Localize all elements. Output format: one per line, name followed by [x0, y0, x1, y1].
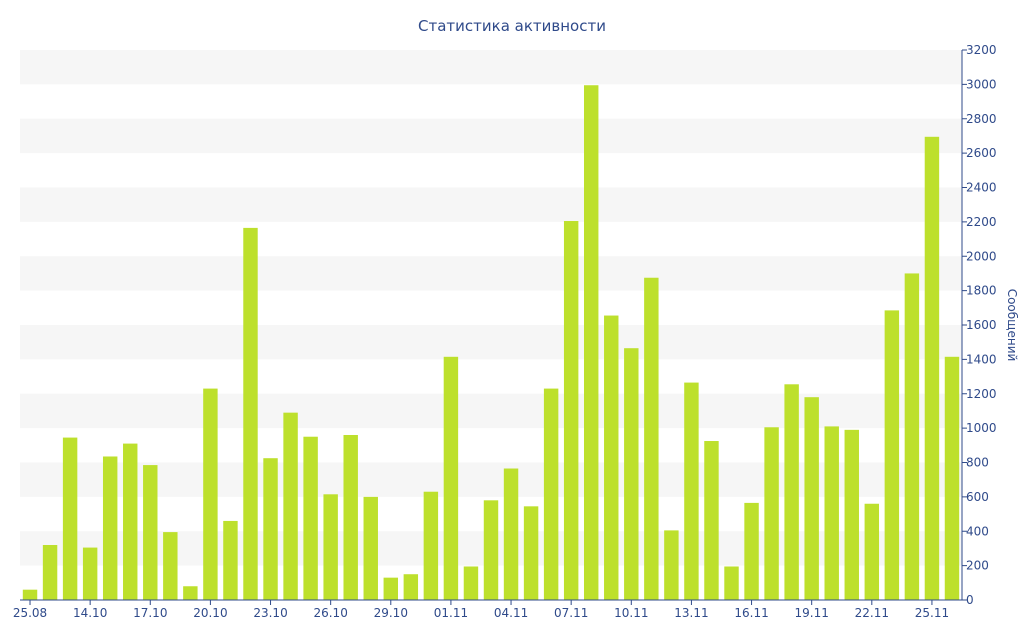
bar: [724, 566, 739, 600]
bar: [684, 382, 699, 600]
bar: [884, 310, 900, 600]
x-tick-label: 17.10: [133, 606, 167, 620]
y-tick-label: 1800: [966, 284, 997, 298]
chart-title: Статистика активности: [418, 17, 606, 35]
y-tick-label: 600: [966, 490, 989, 504]
bar: [924, 136, 940, 600]
y-tick-label: 2600: [966, 146, 997, 160]
bar: [744, 502, 759, 600]
bar: [583, 85, 599, 600]
bar: [543, 388, 559, 600]
x-tick-label: 04.11: [494, 606, 528, 620]
bar: [343, 435, 358, 600]
bar: [904, 273, 920, 600]
bar: [644, 277, 659, 600]
x-tick-label: 25.11: [915, 606, 949, 620]
grid-band: [20, 256, 962, 291]
y-tick-label: 1600: [966, 318, 997, 332]
y-tick-label: 0: [966, 593, 974, 607]
y-tick-label: 2000: [966, 249, 997, 263]
x-tick-label: 26.10: [313, 606, 347, 620]
x-tick-label: 29.10: [374, 606, 408, 620]
y-tick-label: 400: [966, 524, 989, 538]
bar: [283, 412, 298, 600]
grid-band: [20, 118, 962, 154]
bar: [423, 491, 439, 600]
y-tick-label: 200: [966, 559, 989, 573]
bar: [604, 315, 619, 600]
bar: [62, 437, 78, 600]
y-tick-label: 2800: [966, 112, 997, 126]
bar: [443, 356, 459, 600]
x-tick-label: 14.10: [73, 606, 107, 620]
grid-band: [20, 393, 962, 429]
bar: [704, 441, 719, 600]
bar: [223, 520, 238, 600]
bar: [183, 586, 198, 600]
bar: [42, 545, 58, 600]
bar: [864, 503, 880, 600]
y-tick-label: 3200: [966, 43, 997, 57]
bar: [102, 456, 118, 600]
bar: [203, 388, 218, 600]
bar: [664, 530, 679, 600]
x-tick-label: 19.11: [795, 606, 829, 620]
bar: [383, 577, 399, 600]
y-tick-label: 1200: [966, 387, 997, 401]
x-tick-label: 10.11: [614, 606, 648, 620]
x-tick-label: 22.11: [855, 606, 889, 620]
bar: [143, 465, 158, 600]
y-tick-label: 2400: [966, 181, 997, 195]
bar: [263, 458, 278, 600]
grid-band: [20, 50, 962, 85]
axes: 0 200 400 600 800 1000 1200 1400 1600 1800 2000 220…: [13, 43, 997, 620]
bar: [764, 427, 779, 600]
x-tick-label: 25.08: [13, 606, 47, 620]
bar: [844, 429, 859, 600]
y-tick-label: 3000: [966, 77, 997, 91]
bar-series: [22, 85, 960, 600]
bar: [323, 494, 338, 600]
bar: [163, 532, 178, 600]
bar: [824, 426, 839, 600]
bar: [82, 547, 98, 600]
bar: [463, 566, 479, 600]
x-tick-label: 13.11: [674, 606, 708, 620]
y-tick-label: 2200: [966, 215, 997, 229]
bar: [523, 506, 539, 600]
bar: [363, 496, 378, 600]
y-axis-label: Сообщений: [1005, 289, 1019, 362]
y-tick-label: 800: [966, 456, 989, 470]
bar: [563, 221, 579, 600]
x-tick-label: 07.11: [554, 606, 588, 620]
bar: [403, 574, 419, 600]
x-tick-label: 01.11: [434, 606, 468, 620]
x-tick-label: 23.10: [253, 606, 287, 620]
bar: [123, 443, 138, 600]
y-tick-label: 1400: [966, 352, 997, 366]
grid-bands: [20, 50, 962, 566]
bar: [503, 468, 519, 600]
bar: [22, 589, 38, 600]
bar: [624, 348, 639, 600]
bar: [784, 384, 799, 600]
grid-band: [20, 325, 962, 360]
grid-band: [20, 187, 962, 222]
x-tick-label: 20.10: [193, 606, 227, 620]
bar: [303, 436, 318, 600]
bar: [243, 227, 258, 600]
grid-band: [20, 462, 962, 497]
x-tick-label: 16.11: [734, 606, 768, 620]
bar: [483, 500, 499, 600]
bar: [804, 397, 819, 600]
bar: [944, 356, 960, 600]
y-tick-label: 1000: [966, 421, 997, 435]
